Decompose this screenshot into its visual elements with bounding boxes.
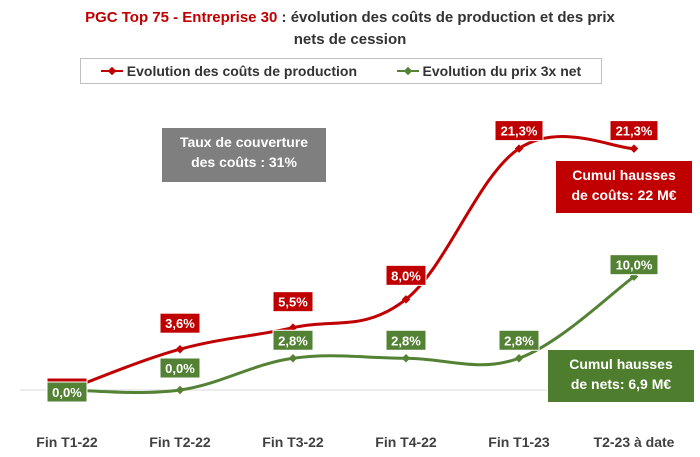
chart-title: PGC Top 75 - Entreprise 30 : évolution d…: [70, 7, 630, 51]
production-data-label-bg: [494, 120, 544, 142]
price-line-icon: [396, 66, 419, 76]
title-rest: : évolution des coûts de production et d…: [277, 9, 615, 26]
price-data-label: 2,8%: [391, 333, 421, 348]
price-data-label: 2,8%: [278, 333, 308, 348]
costs-annotation: Cumul hausses de coûts: 22 M€: [555, 160, 693, 214]
price-data-label-bg: [498, 329, 540, 351]
price-data-label-bg: [385, 329, 427, 351]
price-data-point: [175, 385, 185, 395]
nets-line2: de nets: 6,9 M€: [570, 376, 672, 392]
production-data-label: 5,5%: [278, 295, 308, 310]
production-data-label-bg: [272, 291, 314, 313]
production-data-label: 3,6%: [165, 316, 195, 331]
production-data-label: 21,3%: [501, 124, 538, 139]
price-data-label: 2,8%: [504, 333, 534, 348]
x-tick-label: Fin T2-22: [149, 434, 211, 450]
title-line2: nets de cession: [293, 31, 407, 48]
costs-line2: de coûts: 22 M€: [571, 187, 677, 203]
legend-item-price: Evolution du prix 3x net: [396, 63, 582, 79]
production-data-point: [629, 144, 639, 153]
production-data-point: [401, 295, 411, 304]
x-tick-label: Fin T4-22: [375, 434, 437, 450]
price-data-label: 0,0%: [165, 361, 195, 376]
legend-item-production: Evolution des coûts de production: [100, 63, 357, 79]
price-data-label-bg: [609, 254, 659, 276]
coverage-line1: Taux de couverture: [179, 134, 309, 150]
production-data-point: [175, 344, 185, 354]
x-tick-label: Fin T3-22: [262, 434, 324, 450]
nets-annotation: Cumul hausses de nets: 6,9 M€: [547, 349, 695, 403]
price-data-point: [401, 354, 411, 363]
title-brand: PGC Top 75 - Entreprise 30: [85, 9, 278, 26]
production-data-label: 8,0%: [391, 268, 421, 283]
production-line-icon: [100, 66, 123, 76]
price-data-label-bg: [272, 329, 314, 351]
coverage-line2: des coûts : 31%: [191, 154, 297, 170]
price-data-label: 0,0%: [52, 385, 82, 400]
costs-line1: Cumul hausses: [572, 167, 676, 183]
price-data-label-bg: [159, 357, 201, 379]
production-data-label-bg: [385, 264, 427, 286]
coverage-annotation: Taux de couverture des coûts : 31%: [162, 128, 326, 182]
price-series-line: [66, 275, 635, 395]
legend-label-production: Evolution des coûts de production: [126, 63, 357, 79]
production-data-label-bg: [609, 120, 659, 142]
x-tick-label: Fin T1-23: [488, 434, 550, 450]
x-tick-label: T2-23 à date: [594, 434, 675, 450]
price-data-label-bg: [46, 381, 88, 403]
legend-label-price: Evolution du prix 3x net: [422, 63, 582, 79]
price-data-point: [514, 354, 524, 363]
production-data-label-bg: [159, 312, 201, 334]
production-data-label: 21,3%: [616, 124, 653, 139]
price-data-point: [288, 354, 298, 363]
legend: Evolution des coûts de production Evolut…: [80, 58, 602, 84]
x-tick-label: Fin T1-22: [36, 434, 98, 450]
price-data-label: 10,0%: [616, 258, 653, 273]
nets-line1: Cumul hausses: [569, 356, 673, 372]
